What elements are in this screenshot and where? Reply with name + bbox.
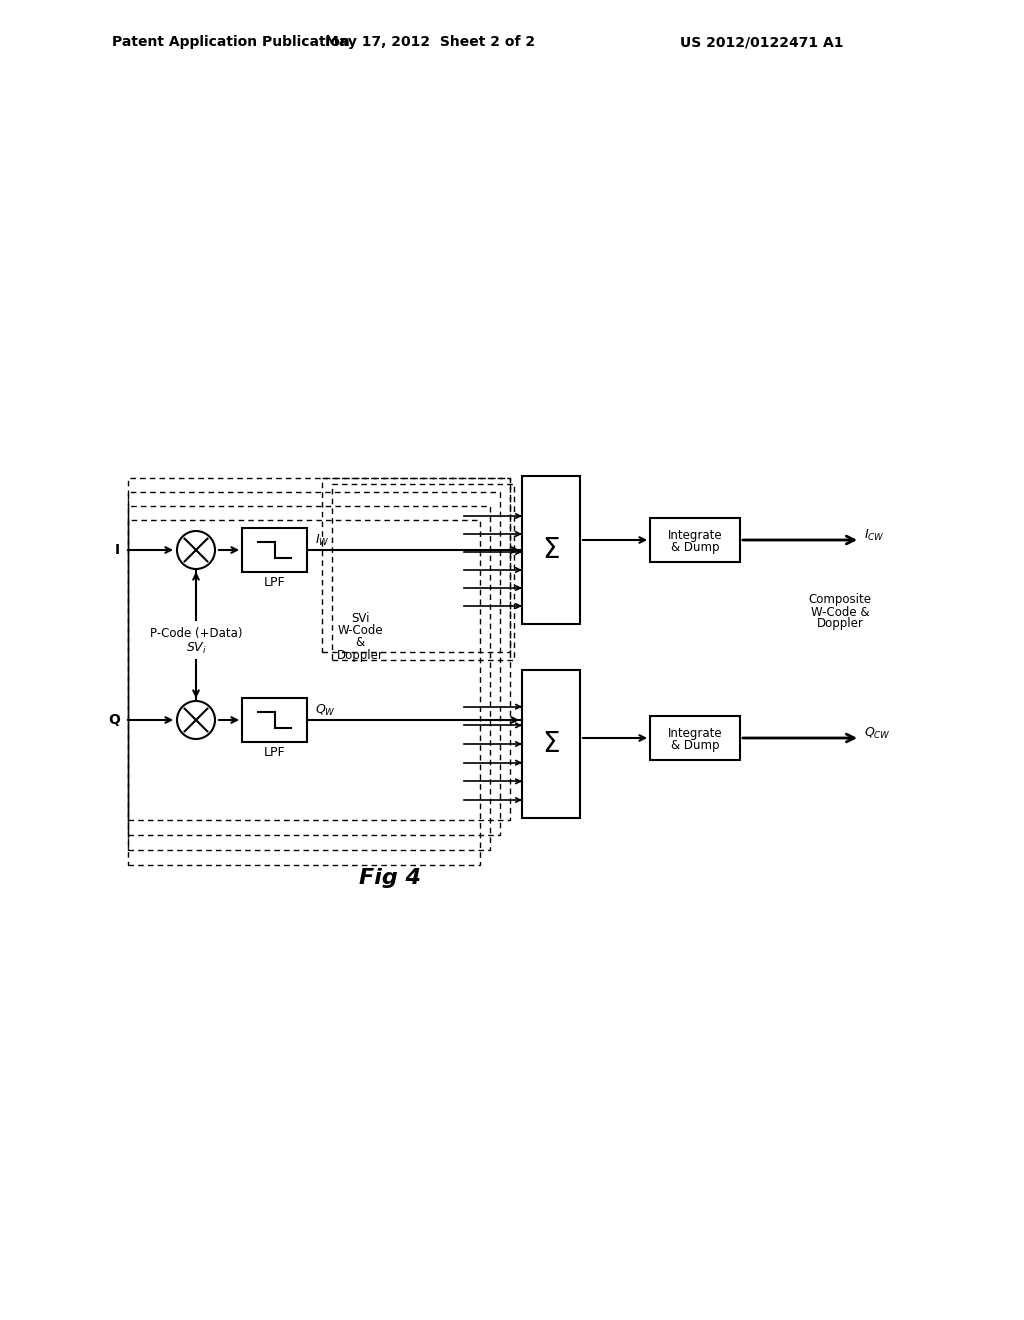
Text: Fig 4: Fig 4 (359, 869, 421, 888)
Text: $I_W$: $I_W$ (315, 532, 330, 548)
Text: $Q_W$: $Q_W$ (315, 702, 336, 718)
Bar (322, 478, 510, 652)
Text: $\Sigma$: $\Sigma$ (542, 536, 560, 564)
Text: W-Code &: W-Code & (811, 606, 869, 619)
Text: & Dump: & Dump (671, 540, 719, 553)
Text: LPF: LPF (264, 576, 286, 589)
Text: Doppler: Doppler (816, 618, 863, 631)
Text: $Q_{CW}$: $Q_{CW}$ (864, 726, 891, 741)
Text: $\Sigma$: $\Sigma$ (542, 730, 560, 758)
Bar (332, 484, 514, 660)
Text: W-Code: W-Code (337, 624, 383, 638)
Text: SVi: SVi (351, 612, 370, 626)
Text: Patent Application Publication: Patent Application Publication (112, 36, 350, 49)
Text: Integrate: Integrate (668, 528, 722, 541)
Bar (650, 715, 740, 760)
Text: Q: Q (109, 713, 120, 727)
Text: May 17, 2012  Sheet 2 of 2: May 17, 2012 Sheet 2 of 2 (325, 36, 536, 49)
Text: US 2012/0122471 A1: US 2012/0122471 A1 (680, 36, 844, 49)
Text: &: & (355, 636, 365, 649)
Text: P-Code (+Data): P-Code (+Data) (150, 627, 243, 640)
Text: Doppler: Doppler (337, 648, 383, 661)
Bar (522, 671, 580, 818)
Text: Composite: Composite (809, 594, 871, 606)
Text: I: I (115, 543, 120, 557)
Bar (128, 478, 510, 820)
Text: LPF: LPF (264, 746, 286, 759)
Text: $SV_i$: $SV_i$ (185, 640, 207, 656)
Text: Integrate: Integrate (668, 726, 722, 739)
Bar (128, 492, 500, 836)
Bar (650, 517, 740, 562)
Bar (242, 698, 307, 742)
Bar (128, 506, 490, 850)
Bar (128, 520, 480, 865)
Text: $I_{CW}$: $I_{CW}$ (864, 528, 885, 543)
Text: & Dump: & Dump (671, 738, 719, 751)
Bar (522, 477, 580, 624)
Bar (242, 528, 307, 572)
